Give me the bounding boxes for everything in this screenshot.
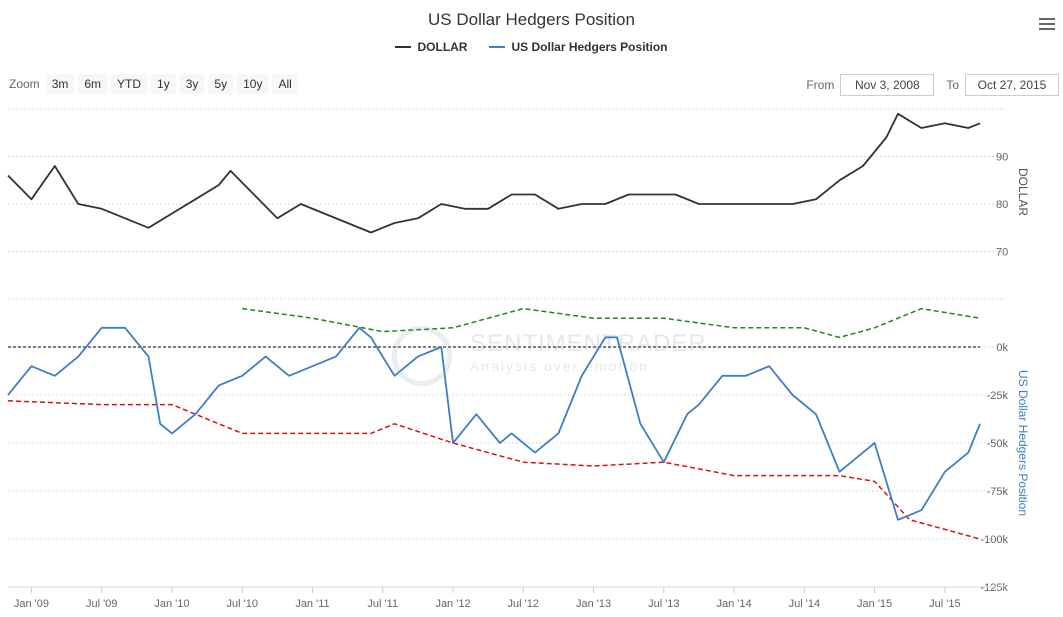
x-tick-label: Jul '14 (789, 598, 820, 610)
gridlines (8, 108, 1005, 588)
from-date-input[interactable]: Nov 3, 2008 (840, 74, 935, 96)
hedgers-y-tick-label: -50k (987, 438, 1009, 450)
hedgers-y-axis: 0k -25k -50k -75k -100k -125k (980, 342, 1008, 594)
zoom-3m-button[interactable]: 3m (45, 74, 75, 94)
zoom-5y-button[interactable]: 5y (208, 74, 234, 94)
hedgers-y-tick-label: -75k (987, 486, 1009, 498)
x-tick-label: Jan '11 (295, 598, 329, 610)
x-axis: Jan '09 Jul '09 Jan '10 Jul '10 Jan '11 Jul '… (8, 586, 1005, 610)
zoom-ytd-button[interactable]: YTD (111, 74, 148, 94)
x-tick-label: Jan '15 (857, 598, 892, 610)
dollar-axis-title: DOLLAR (1016, 168, 1030, 216)
hedgers-y-tick-label: 0k (996, 342, 1008, 354)
date-range-selector: From Nov 3, 2008 To Oct 27, 2015 (806, 74, 1059, 96)
x-tick-label: Jan '13 (576, 598, 611, 610)
dollar-y-tick-label: 70 (996, 247, 1008, 259)
x-tick-label: Jan '12 (435, 598, 470, 610)
x-tick-label: Jan '10 (154, 598, 189, 610)
legend-label-hedgers: US Dollar Hedgers Position (511, 40, 668, 54)
legend-label-dollar: DOLLAR (417, 40, 468, 54)
hedgers-y-tick-label: -25k (987, 390, 1009, 402)
zoom-3y-button[interactable]: 3y (179, 74, 205, 94)
dollar-y-axis: 70 80 90 (996, 152, 1008, 259)
legend: DOLLAR US Dollar Hedgers Position (0, 40, 1063, 54)
zoom-1y-button[interactable]: 1y (151, 74, 176, 94)
zoom-toolbar: Zoom 3m 6m YTD 1y 3y 5y 10y All (9, 74, 298, 94)
x-tick-label: Jan '09 (14, 598, 49, 610)
hedgers-y-tick-label: -125k (980, 582, 1008, 594)
zoom-label: Zoom (9, 77, 40, 91)
to-date-input[interactable]: Oct 27, 2015 (965, 74, 1059, 96)
x-tick-label: Jul '15 (929, 598, 960, 610)
dollar-y-tick-label: 90 (996, 152, 1008, 164)
legend-swatch-hedgers (489, 46, 506, 48)
zoom-6m-button[interactable]: 6m (78, 74, 108, 94)
x-tick-label: Jul '13 (648, 598, 679, 610)
lower-band-line (7, 400, 981, 540)
x-tick-label: Jul '12 (508, 598, 539, 610)
x-tick-label: Jul '10 (226, 598, 257, 610)
hedgers-axis-title: US Dollar Hedgers Position (1016, 370, 1030, 516)
series-layer (7, 112, 981, 540)
dollar-y-tick-label: 80 (996, 199, 1008, 211)
zoom-all-button[interactable]: All (272, 74, 298, 94)
zoom-10y-button[interactable]: 10y (237, 74, 269, 94)
x-tick-label: Jul '09 (86, 598, 117, 610)
hedgers-series-line (7, 326, 981, 521)
chart-title: US Dollar Hedgers Position (428, 10, 635, 29)
legend-swatch-dollar (395, 46, 412, 48)
to-label: To (946, 78, 959, 92)
legend-item-dollar[interactable]: DOLLAR (395, 40, 467, 54)
dollar-series-line (7, 112, 981, 234)
from-label: From (806, 78, 835, 92)
x-tick-label: Jan '14 (717, 598, 752, 610)
x-tick-label: Jul '11 (367, 598, 398, 610)
hamburger-menu-icon[interactable] (1039, 18, 1055, 32)
upper-band-line (242, 307, 981, 339)
hedgers-y-tick-label: -100k (980, 534, 1008, 546)
legend-item-hedgers[interactable]: US Dollar Hedgers Position (489, 40, 668, 54)
